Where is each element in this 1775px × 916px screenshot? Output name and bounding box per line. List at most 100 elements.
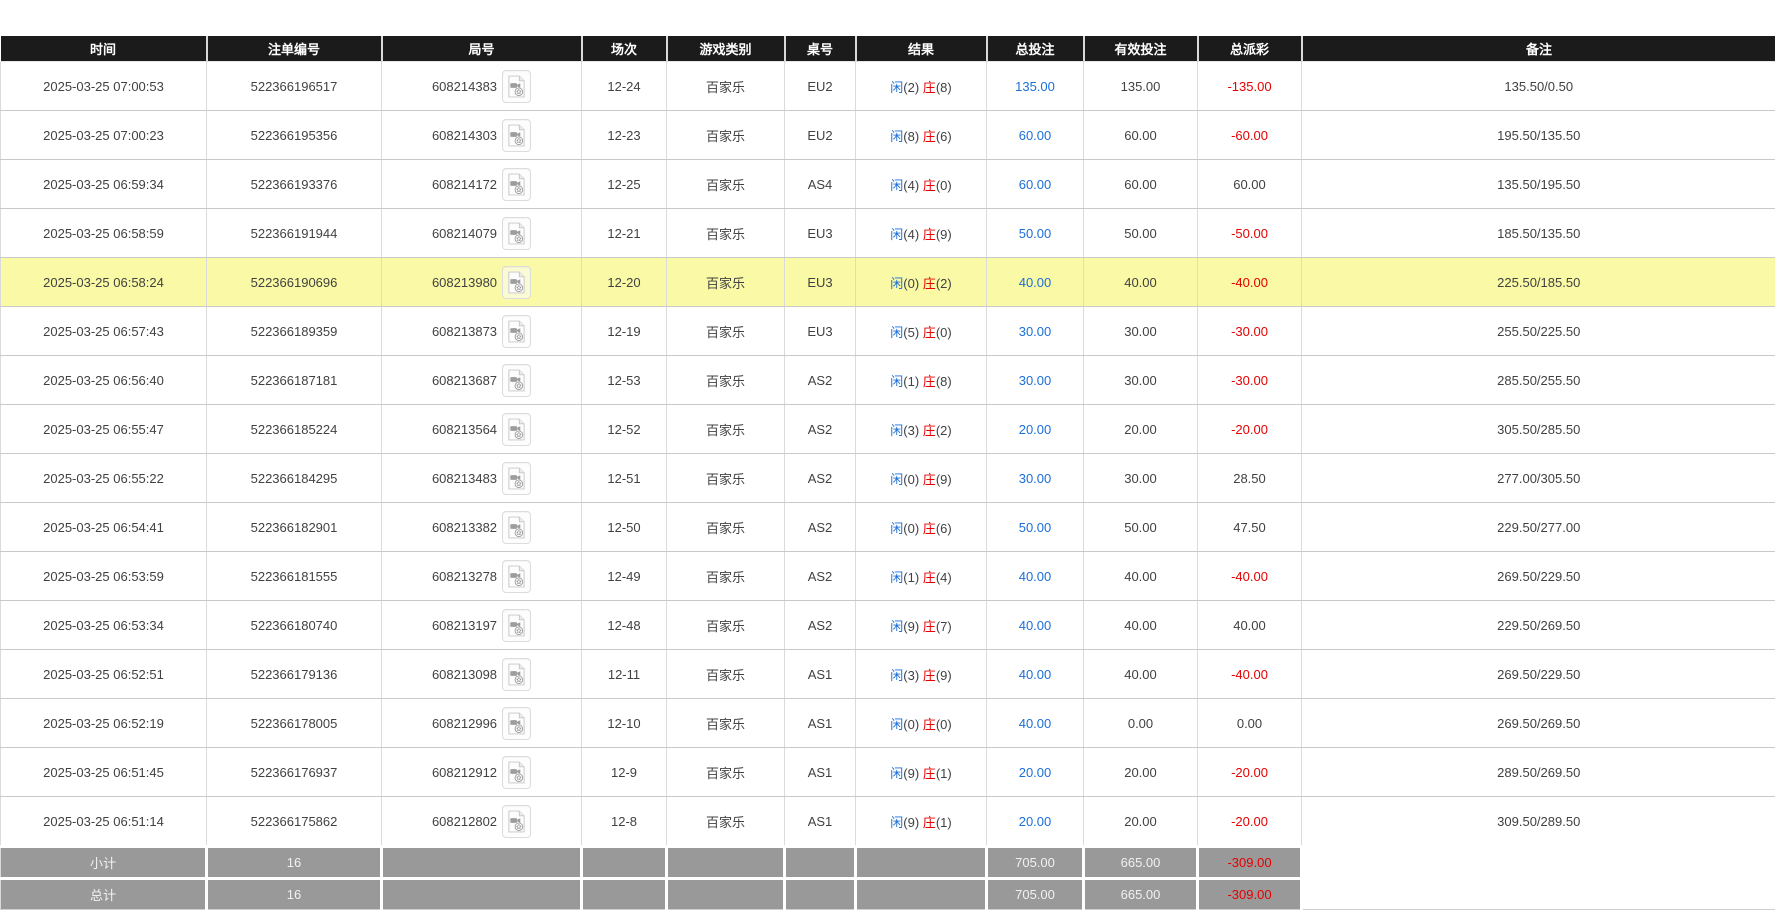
table-row[interactable]: 2025-03-25 06:51:14 522366175862 608212802… (0, 796, 1775, 847)
table-row[interactable]: 2025-03-25 06:53:59 522366181555 608213278… (0, 551, 1775, 601)
table-row[interactable]: 2025-03-25 06:52:19 522366178005 608212996… (0, 698, 1775, 748)
video-replay-button[interactable] (502, 657, 532, 691)
video-replay-button[interactable] (502, 559, 532, 593)
round-number: 608214079 (431, 225, 498, 241)
table-row[interactable]: 2025-03-25 06:58:59 522366191944 608214079… (0, 208, 1775, 258)
video-replay-button[interactable] (502, 706, 532, 740)
video-replay-button[interactable] (502, 314, 532, 348)
cell-total-bet: 40.00 (986, 551, 1084, 601)
cell-total-payout: -30.00 (1197, 306, 1302, 356)
col-header-game-type: 游戏类别 (666, 36, 786, 62)
cell-valid-bet: 20.00 (1083, 747, 1198, 797)
cell-total-bet: 135.00 (986, 61, 1084, 111)
cell-valid-bet: 135.00 (1083, 61, 1198, 111)
table-row[interactable]: 2025-03-25 06:53:34 522366180740 608213197… (0, 600, 1775, 650)
cell-table-no: AS2 (784, 453, 856, 503)
cell-round-id: 608213098 (381, 649, 582, 699)
video-replay-button[interactable] (502, 461, 532, 495)
cell-total-bet: 50.00 (986, 208, 1084, 258)
cell-total-bet: 60.00 (986, 159, 1084, 209)
cell-remark: 269.50/229.50 (1301, 551, 1775, 601)
cell-bet-id: 522366195356 (206, 110, 382, 160)
cell-bet-id: 522366193376 (206, 159, 382, 209)
video-replay-button[interactable] (502, 412, 532, 446)
cell-round-id: 608213980 (381, 257, 582, 307)
cell-total-bet: 30.00 (986, 306, 1084, 356)
video-replay-button[interactable] (502, 804, 532, 838)
video-replay-icon (508, 663, 525, 685)
table-row[interactable]: 2025-03-25 06:58:24 522366190696 608213980… (0, 257, 1775, 307)
result-banker-score: (7) (935, 618, 952, 634)
subtotal-label: 小计 (0, 845, 208, 879)
table-row[interactable]: 2025-03-25 06:55:22 522366184295 608213483… (0, 453, 1775, 503)
table-row[interactable]: 2025-03-25 07:00:23 522366195356 608214303… (0, 110, 1775, 160)
table-row[interactable]: 2025-03-25 06:54:41 522366182901 608213382… (0, 502, 1775, 552)
cell-game-type: 百家乐 (666, 600, 785, 650)
cell-total-payout: 47.50 (1197, 502, 1302, 552)
video-replay-icon (508, 369, 525, 391)
cell-table-no: AS4 (784, 159, 856, 209)
cell-time: 2025-03-25 06:53:59 (0, 551, 207, 601)
result-banker: 庄 (922, 79, 936, 95)
result-player: 闲 (890, 618, 904, 634)
cell-time: 2025-03-25 06:59:34 (0, 159, 207, 209)
video-replay-button[interactable] (502, 608, 532, 642)
result-banker: 庄 (922, 324, 936, 340)
cell-result: 闲(0) 庄(0) (855, 698, 987, 748)
cell-bet-id: 522366180740 (206, 600, 382, 650)
cell-round-id: 608212802 (381, 796, 582, 847)
cell-game-type: 百家乐 (666, 698, 785, 748)
table-row[interactable]: 2025-03-25 07:00:53 522366196517 608214383… (0, 61, 1775, 111)
video-replay-button[interactable] (502, 265, 532, 299)
cell-table-no: EU3 (784, 208, 856, 258)
cell-bet-id: 522366184295 (206, 453, 382, 503)
result-banker-score: (9) (935, 667, 952, 683)
subtotal-empty-round (381, 845, 583, 879)
result-player-score: (3) (903, 667, 923, 683)
video-replay-icon (508, 565, 525, 587)
result-banker-score: (2) (935, 275, 952, 291)
result-banker-score: (0) (935, 324, 952, 340)
cell-session: 12-21 (581, 208, 667, 258)
video-replay-button[interactable] (502, 167, 532, 201)
cell-total-bet: 40.00 (986, 649, 1084, 699)
table-row[interactable]: 2025-03-25 06:59:34 522366193376 608214172… (0, 159, 1775, 209)
cell-total-bet: 20.00 (986, 747, 1084, 797)
cell-total-payout: 28.50 (1197, 453, 1302, 503)
video-replay-button[interactable] (502, 69, 532, 103)
result-player: 闲 (890, 520, 904, 536)
video-replay-button[interactable] (502, 216, 532, 250)
subtotal-row: 小计 16 705.00 665.00 -309.00 (0, 845, 1775, 879)
cell-table-no: EU3 (784, 306, 856, 356)
result-player-score: (1) (903, 373, 923, 389)
video-replay-button[interactable] (502, 363, 532, 397)
cell-round-id: 608213278 (381, 551, 582, 601)
cell-game-type: 百家乐 (666, 453, 785, 503)
result-player: 闲 (890, 275, 904, 291)
cell-round-id: 608213483 (381, 453, 582, 503)
video-replay-button[interactable] (502, 755, 532, 789)
table-row[interactable]: 2025-03-25 06:51:45 522366176937 608212912… (0, 747, 1775, 797)
table-row[interactable]: 2025-03-25 06:52:51 522366179136 608213098… (0, 649, 1775, 699)
cell-table-no: AS2 (784, 355, 856, 405)
table-row[interactable]: 2025-03-25 06:57:43 522366189359 608213873… (0, 306, 1775, 356)
cell-game-type: 百家乐 (666, 747, 785, 797)
cell-session: 12-50 (581, 502, 667, 552)
cell-round-id: 608214383 (381, 61, 582, 111)
cell-table-no: AS2 (784, 502, 856, 552)
result-player-score: (9) (903, 618, 923, 634)
cell-game-type: 百家乐 (666, 355, 785, 405)
video-replay-button[interactable] (502, 510, 532, 544)
round-number: 608213483 (431, 470, 498, 486)
cell-game-type: 百家乐 (666, 404, 785, 454)
video-replay-button[interactable] (502, 118, 532, 152)
table-row[interactable]: 2025-03-25 06:56:40 522366187181 608213687… (0, 355, 1775, 405)
cell-valid-bet: 40.00 (1083, 257, 1198, 307)
result-banker: 庄 (922, 765, 936, 781)
result-banker: 庄 (922, 471, 936, 487)
table-row[interactable]: 2025-03-25 06:55:47 522366185224 608213564… (0, 404, 1775, 454)
cell-total-bet: 20.00 (986, 404, 1084, 454)
cell-round-id: 608213873 (381, 306, 582, 356)
result-banker: 庄 (922, 128, 936, 144)
cell-valid-bet: 50.00 (1083, 502, 1198, 552)
